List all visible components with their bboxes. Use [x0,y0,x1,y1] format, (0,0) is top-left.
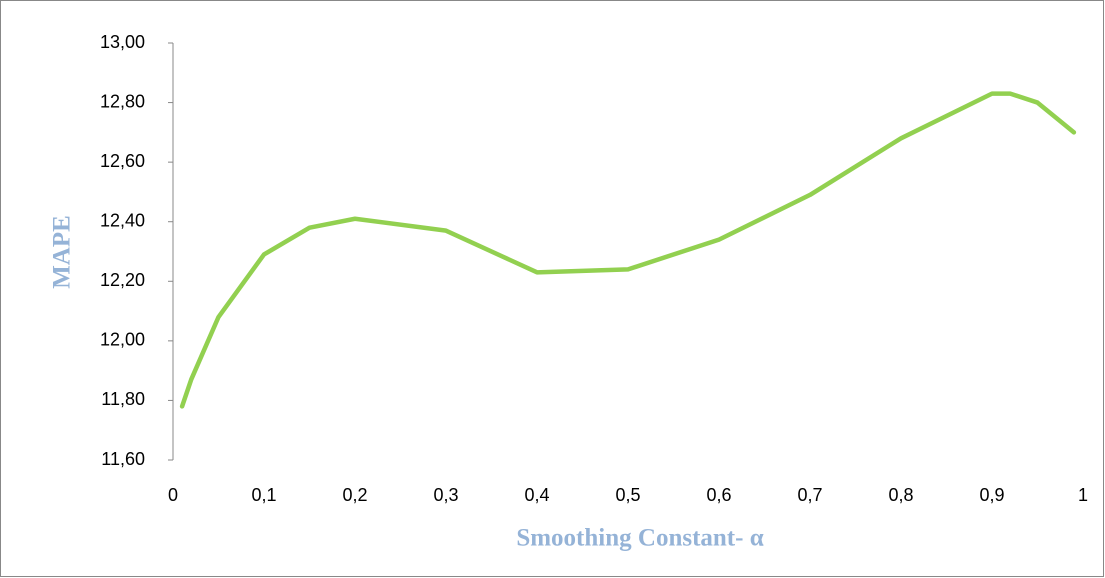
y-tick-label: 13,00 [100,32,145,52]
x-tick-label: 0,6 [706,485,731,505]
x-tick-label: 0,4 [524,485,549,505]
x-tick-label: 0,2 [342,485,367,505]
y-tick-label: 12,00 [100,330,145,350]
x-tick-label: 0 [168,485,178,505]
y-tick-label: 11,80 [101,389,145,409]
x-tick-label: 0,8 [888,485,913,505]
x-tick-label: 0,5 [615,485,640,505]
x-tick-label: 0,3 [433,485,458,505]
x-axis-title: Smoothing Constant- α [516,525,763,552]
x-tick-label: 1 [1078,485,1088,505]
x-tick-label: 0,7 [797,485,822,505]
series-line [179,91,1077,409]
y-tick-label: 12,40 [100,210,145,230]
y-tick-label: 12,20 [100,270,145,290]
y-tick-label: 12,60 [100,151,145,171]
y-axis-title: MAPE [49,215,76,289]
y-tick-label: 11,60 [101,449,145,469]
x-tick-label: 0,9 [979,485,1004,505]
y-tick-label: 12,80 [100,91,145,111]
x-tick-label: 0,1 [251,485,276,505]
